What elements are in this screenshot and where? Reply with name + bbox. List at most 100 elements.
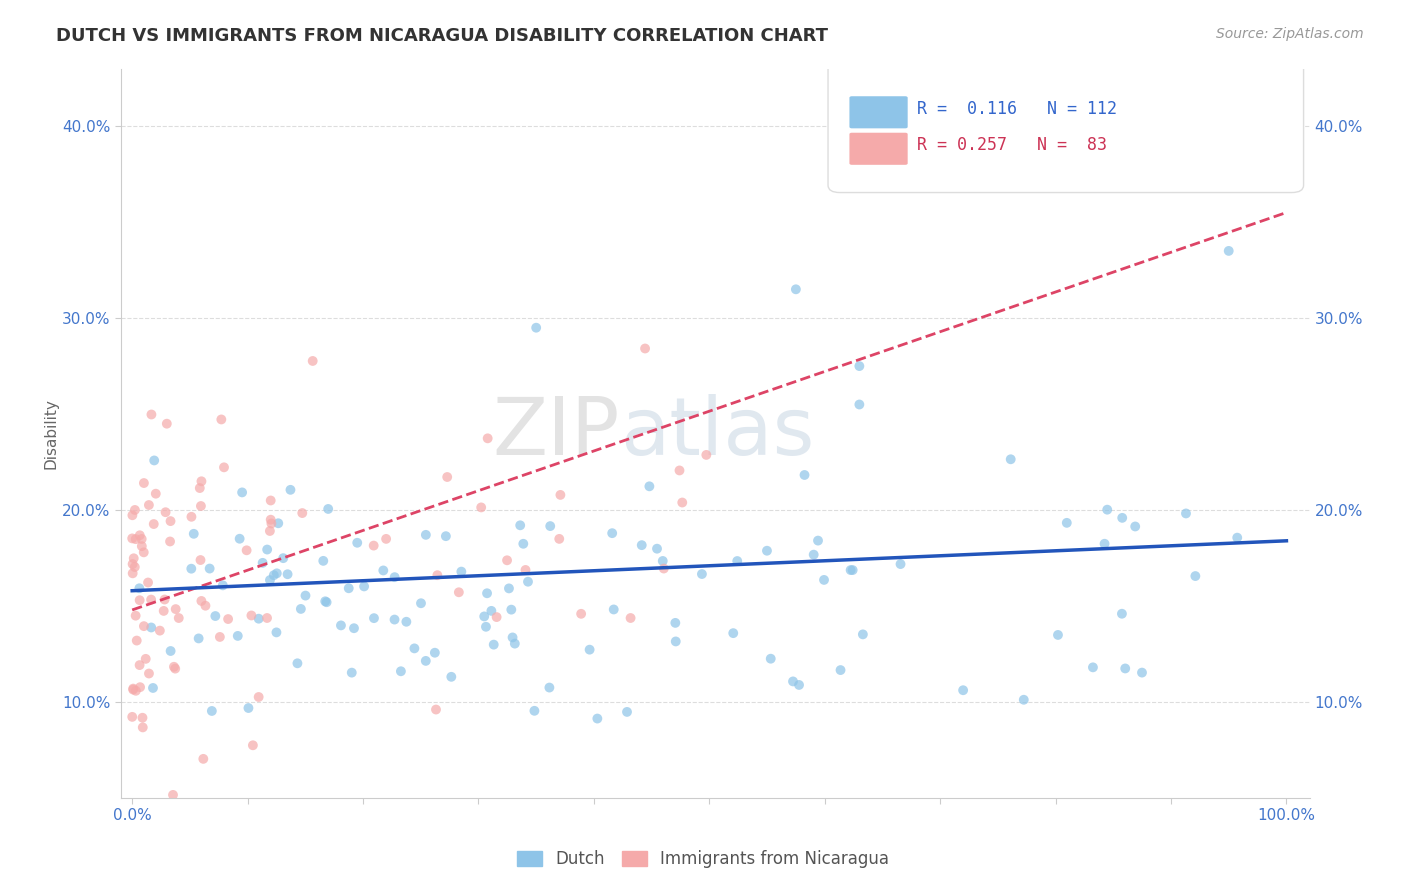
Point: [787, 678, 810, 692]
Point: [231, 485, 253, 500]
Point: [316, 502, 339, 516]
Point: [162, 788, 184, 802]
Point: [952, 683, 974, 698]
Point: [188, 481, 211, 495]
Point: [122, 682, 145, 697]
Text: R =  0.116   N = 112: R = 0.116 N = 112: [917, 100, 1118, 118]
Point: [384, 613, 406, 627]
Point: [329, 618, 352, 632]
Point: [198, 561, 221, 575]
Point: [193, 752, 215, 766]
Point: [538, 681, 561, 695]
Point: [1094, 537, 1116, 551]
Y-axis label: Disability: Disability: [44, 398, 58, 468]
FancyBboxPatch shape: [849, 96, 908, 128]
Legend: Dutch, Immigrants from Nicaragua: Dutch, Immigrants from Nicaragua: [510, 844, 896, 875]
Point: [409, 596, 432, 610]
Point: [124, 608, 146, 623]
Point: [538, 519, 561, 533]
Point: [785, 282, 807, 296]
Point: [277, 567, 299, 582]
Point: [228, 532, 250, 546]
Point: [247, 612, 270, 626]
Point: [167, 802, 190, 816]
Point: [496, 553, 519, 567]
Point: [121, 508, 143, 523]
Point: [807, 533, 830, 548]
Point: [152, 604, 174, 618]
Point: [124, 560, 146, 574]
Point: [165, 602, 187, 616]
Point: [803, 548, 825, 562]
Point: [247, 690, 270, 704]
Point: [645, 541, 668, 556]
Point: [165, 662, 187, 676]
Point: [145, 486, 167, 500]
Point: [294, 589, 316, 603]
Point: [619, 611, 641, 625]
Point: [523, 704, 546, 718]
Point: [149, 624, 172, 638]
Point: [498, 582, 520, 596]
Point: [337, 581, 360, 595]
Point: [260, 516, 283, 531]
Point: [1130, 665, 1153, 680]
Point: [509, 518, 531, 533]
Point: [155, 505, 177, 519]
Point: [586, 712, 609, 726]
Point: [260, 513, 283, 527]
Point: [153, 592, 176, 607]
Point: [312, 554, 335, 568]
Point: [363, 539, 385, 553]
Point: [259, 573, 281, 587]
Point: [139, 592, 162, 607]
Point: [1111, 607, 1133, 621]
Point: [167, 611, 190, 625]
Point: [194, 599, 217, 613]
Point: [125, 633, 148, 648]
Point: [475, 620, 498, 634]
Point: [436, 470, 458, 484]
Point: [287, 657, 309, 671]
Point: [235, 543, 257, 558]
Point: [159, 534, 181, 549]
Point: [550, 488, 572, 502]
Point: [131, 539, 153, 553]
Point: [209, 412, 232, 426]
Point: [131, 532, 153, 546]
Point: [848, 397, 870, 411]
Point: [415, 528, 437, 542]
Text: atlas: atlas: [620, 394, 814, 472]
Point: [485, 610, 508, 624]
Point: [470, 500, 492, 515]
Point: [813, 573, 835, 587]
Point: [426, 568, 449, 582]
Point: [204, 609, 226, 624]
Point: [517, 574, 540, 589]
Point: [600, 526, 623, 541]
Text: DUTCH VS IMMIGRANTS FROM NICARAGUA DISABILITY CORRELATION CHART: DUTCH VS IMMIGRANTS FROM NICARAGUA DISAB…: [56, 27, 828, 45]
Point: [1097, 502, 1119, 516]
Point: [503, 637, 526, 651]
Point: [569, 607, 592, 621]
Point: [211, 578, 233, 592]
Point: [848, 359, 870, 373]
Point: [630, 538, 652, 552]
Point: [690, 567, 713, 582]
Point: [217, 612, 239, 626]
Point: [135, 652, 157, 666]
Point: [479, 604, 502, 618]
Point: [124, 503, 146, 517]
Point: [1081, 660, 1104, 674]
Point: [121, 532, 143, 546]
Point: [475, 586, 498, 600]
Point: [163, 660, 186, 674]
Point: [1184, 569, 1206, 583]
Point: [290, 602, 312, 616]
Point: [759, 651, 782, 665]
Point: [515, 563, 537, 577]
Point: [132, 720, 155, 734]
Point: [266, 625, 288, 640]
Point: [190, 499, 212, 513]
Point: [121, 710, 143, 724]
